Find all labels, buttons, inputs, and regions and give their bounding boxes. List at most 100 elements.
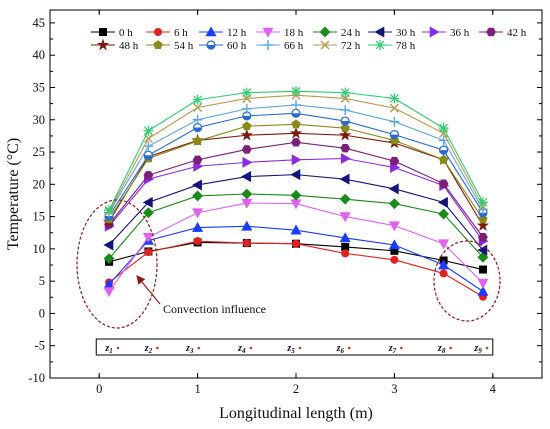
data-point-6h — [242, 239, 251, 248]
data-point-72h-shape — [193, 102, 203, 112]
zone-letter: z — [473, 343, 478, 354]
data-point-42h — [478, 233, 488, 242]
data-point-60h-half — [390, 134, 399, 139]
zone-letter: z — [185, 343, 190, 354]
y-tick-label: 20 — [33, 177, 46, 191]
data-point-30h-shape — [241, 171, 252, 183]
legend-item-72h: 72 h — [313, 40, 361, 52]
data-point-0h-shape — [390, 246, 399, 255]
y-tick-label: 45 — [33, 16, 46, 30]
data-point-42h-shape — [389, 156, 400, 166]
legend-item-42h: 42 h — [479, 27, 527, 39]
data-point-12h-shape — [388, 239, 400, 250]
data-point-6h — [292, 239, 300, 248]
data-point-6h-shape — [242, 239, 251, 248]
data-point-6h — [193, 237, 202, 246]
data-point-6h — [390, 255, 399, 264]
data-point-12h — [388, 239, 400, 250]
data-point-66h-shape — [192, 114, 203, 125]
data-point-24h — [438, 208, 450, 220]
data-point-60h-half — [193, 127, 202, 132]
data-point-78h-shape — [192, 94, 203, 105]
convection-ellipse-right — [433, 240, 501, 322]
data-point-12h-shape — [477, 285, 489, 296]
legend-label-0h: 0 h — [119, 27, 133, 39]
data-point-0h — [390, 246, 399, 255]
zone-letter: z — [336, 343, 341, 354]
convection-arrow — [136, 275, 161, 305]
zone-text-z4: z4 — [237, 343, 246, 355]
data-point-18h — [339, 212, 351, 223]
data-point-30h — [339, 173, 350, 185]
data-point-48h — [289, 126, 303, 139]
series-24h — [103, 188, 489, 264]
legend-marker-66h-shape — [263, 40, 273, 50]
convection-ellipse-left — [76, 199, 158, 329]
legend-label-78h: 78 h — [396, 40, 416, 52]
y-tick-label: 0 — [39, 306, 45, 320]
series-line-42h — [108, 141, 484, 238]
series-line-30h — [108, 174, 484, 251]
data-point-24h — [339, 193, 351, 205]
data-point-42h-shape — [192, 155, 203, 164]
data-point-54h-shape — [438, 154, 449, 164]
data-point-78h — [192, 94, 203, 105]
zone-text-z8: z8 — [437, 343, 446, 355]
data-point-18h — [142, 232, 154, 243]
zone-dot-z8 — [449, 346, 452, 350]
data-point-42h-shape — [438, 179, 449, 188]
data-point-30h-shape — [103, 239, 114, 251]
zone-text-z6: z6 — [336, 343, 345, 355]
legend-marker-24h — [319, 26, 331, 38]
data-point-18h-shape — [339, 212, 351, 223]
legend-marker-36h — [429, 26, 440, 38]
y-tick-label: 10 — [33, 242, 46, 256]
data-point-12h — [290, 224, 302, 235]
data-point-54h — [242, 121, 252, 131]
data-point-12h — [477, 285, 489, 296]
legend-marker-78h — [375, 40, 385, 50]
data-point-30h — [103, 239, 114, 251]
data-point-48h — [476, 219, 490, 231]
zone-index: 7 — [393, 347, 397, 355]
data-point-78h-shape — [477, 197, 488, 208]
data-point-18h — [192, 208, 204, 219]
data-point-18h — [477, 278, 489, 289]
zone-letter: z — [144, 343, 149, 354]
data-point-66h — [389, 116, 400, 127]
data-point-78h-shape — [143, 125, 154, 136]
data-point-0h — [341, 242, 350, 251]
data-point-42h-shape — [291, 138, 301, 147]
data-point-78h-shape — [241, 87, 252, 98]
data-point-6h-shape — [439, 269, 448, 278]
legend-label-60h: 60 h — [227, 40, 247, 52]
data-point-78h — [104, 205, 115, 216]
legend-marker-0h — [99, 28, 107, 36]
data-point-42h-shape — [241, 145, 252, 154]
legend-marker-30h-shape — [374, 26, 385, 38]
zone-box — [95, 338, 494, 356]
legend-marker-12h-shape — [205, 26, 217, 37]
legend-marker-54h-shape — [153, 40, 163, 49]
zone-index: 1 — [109, 347, 113, 355]
data-point-12h-shape — [290, 224, 302, 235]
series-60h — [104, 108, 488, 221]
legend-item-6h: 6 h — [146, 27, 188, 39]
legend-item-66h: 66 h — [256, 40, 304, 52]
data-point-42h — [241, 145, 252, 154]
data-point-72h — [389, 103, 399, 113]
data-point-30h — [191, 179, 202, 191]
y-tick-label: 15 — [33, 210, 46, 224]
data-point-30h — [290, 169, 301, 181]
data-point-78h-shape — [389, 93, 400, 104]
data-point-0h-shape — [341, 242, 350, 251]
y-tick-label: -5 — [35, 339, 45, 353]
zone-dot-z7 — [400, 346, 403, 350]
data-point-60h-half — [105, 215, 114, 220]
data-point-54h — [438, 154, 449, 164]
zone-letter: z — [388, 343, 393, 354]
zone-dot-z9 — [485, 346, 489, 350]
legend-item-36h: 36 h — [422, 26, 470, 39]
data-point-78h — [291, 86, 301, 97]
